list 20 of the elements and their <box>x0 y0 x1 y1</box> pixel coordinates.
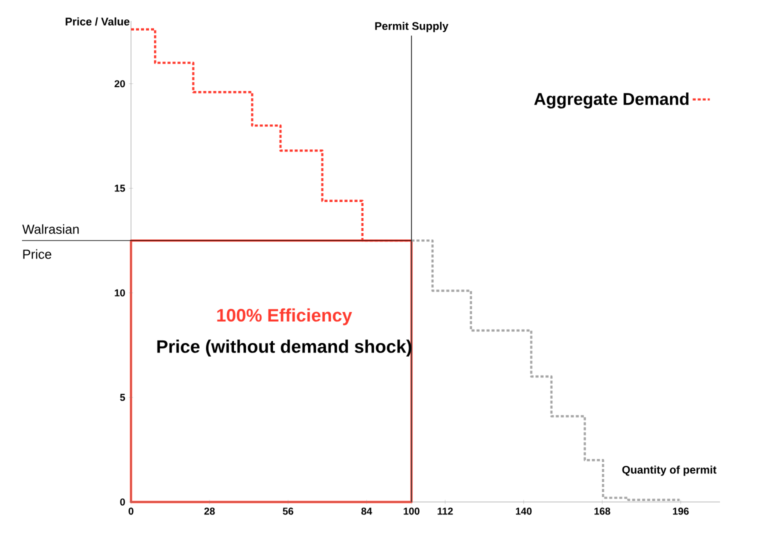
y-tick-label: 10 <box>114 289 125 296</box>
x-axis-title: Quantity of permit <box>622 466 716 476</box>
x-tick-label: 56 <box>282 508 294 515</box>
y-tick-label: 15 <box>114 184 126 192</box>
ref-line-label: Walrasian Price <box>22 224 79 259</box>
y-tick-label: 0 <box>120 498 125 506</box>
y-axis-title: Price / Value <box>66 17 130 26</box>
legend-label: Aggregate Demand <box>534 92 688 108</box>
x-tick-label: 0 <box>128 508 134 515</box>
x-tick-label: 112 <box>438 508 453 515</box>
x-tick-label: 28 <box>204 508 215 515</box>
x-tick-label: 100 <box>404 508 420 515</box>
x-tick-label: 84 <box>361 508 372 515</box>
y-tick-label: 5 <box>120 394 126 401</box>
x-tick-label: 196 <box>673 508 689 515</box>
x-tick-label: 140 <box>516 508 532 515</box>
x-tick-label: 168 <box>594 508 610 515</box>
ref-line-label: Permit Supply <box>375 22 448 32</box>
y-tick-label: 20 <box>114 80 125 88</box>
annotation: 100% Efficiency <box>217 308 352 326</box>
